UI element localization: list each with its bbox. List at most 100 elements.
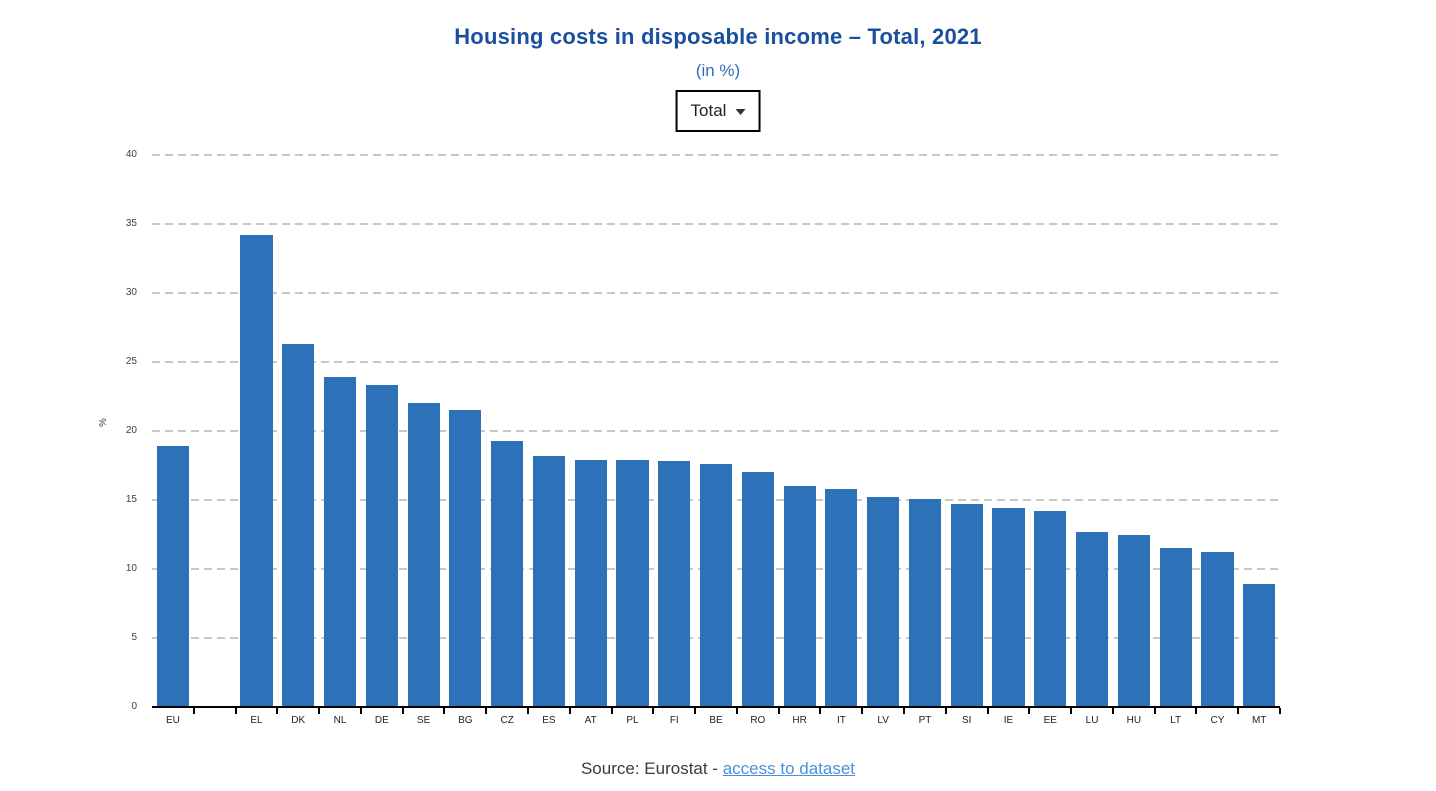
gridline-30 xyxy=(152,292,1280,294)
x-axis-tick xyxy=(485,708,488,714)
y-axis-label-35: 35 xyxy=(125,218,137,229)
bar-EE[interactable] xyxy=(1034,511,1067,707)
dataset-link[interactable]: access to dataset xyxy=(722,759,856,778)
x-axis-label-EU: EU xyxy=(165,715,180,726)
bar-slot-SE xyxy=(403,155,445,707)
page-title: Housing costs in disposable income – Tot… xyxy=(454,24,982,49)
bar-BE[interactable] xyxy=(699,464,733,707)
y-axis-label-40: 40 xyxy=(125,149,137,160)
bar-slot-IE xyxy=(988,155,1030,707)
total-dropdown[interactable]: Total xyxy=(675,90,761,132)
x-axis-label-SE: SE xyxy=(416,715,431,726)
y-axis-label-20: 20 xyxy=(125,425,137,436)
bar-SI[interactable] xyxy=(950,504,983,707)
bar-slot-PL xyxy=(612,155,654,707)
bar-IE[interactable] xyxy=(992,508,1025,707)
bar-DK[interactable] xyxy=(282,344,315,707)
x-axis-tick xyxy=(234,708,237,714)
x-axis-tick xyxy=(735,708,738,714)
bar-IT[interactable] xyxy=(825,488,858,707)
x-axis-label-EL: EL xyxy=(250,715,263,726)
x-axis-tick xyxy=(944,708,947,714)
y-axis-label-10: 10 xyxy=(125,563,137,574)
y-axis-label-0: 0 xyxy=(131,701,137,712)
bar-slot-DE xyxy=(361,155,403,707)
bar-LV[interactable] xyxy=(867,497,900,707)
bar-NL[interactable] xyxy=(323,377,357,707)
x-axis-label-gap xyxy=(194,715,236,726)
x-axis-label-SI: SI xyxy=(962,715,972,726)
x-axis-tick xyxy=(819,708,822,714)
x-axis-tick xyxy=(1195,708,1198,714)
bar-DE[interactable] xyxy=(365,385,398,707)
bar-slot-gap xyxy=(194,155,236,707)
bar-PT[interactable] xyxy=(908,498,942,707)
x-axis-tick xyxy=(694,708,697,714)
bar-FI[interactable] xyxy=(658,461,691,707)
bar-EL[interactable] xyxy=(240,235,273,707)
y-axis-label-15: 15 xyxy=(125,494,137,505)
bar-HU[interactable] xyxy=(1117,534,1150,707)
x-axis-tick xyxy=(1111,708,1114,714)
bar-slot-HU xyxy=(1113,155,1155,707)
bar-slot-BE xyxy=(695,155,737,707)
x-axis-label-EE: EE xyxy=(1043,715,1057,726)
bar-slot-LV xyxy=(862,155,904,707)
x-axis-tick xyxy=(318,708,321,714)
bar-slot-IT xyxy=(821,155,863,707)
x-axis-tick xyxy=(903,708,905,714)
x-axis-tick xyxy=(527,708,529,714)
bar-CY[interactable] xyxy=(1201,552,1234,707)
bar-BG[interactable] xyxy=(449,410,482,707)
x-axis-tick xyxy=(401,708,404,714)
source-text: Source: Eurostat - xyxy=(580,759,718,778)
plot-area xyxy=(152,154,1281,714)
bar-slot-NL xyxy=(319,155,361,707)
x-axis-label-MT: MT xyxy=(1251,715,1267,726)
bar-slot-ES xyxy=(528,155,570,707)
x-axis-tick xyxy=(610,708,613,714)
bar-slot-CZ xyxy=(486,155,528,707)
bar-slot-MT xyxy=(1238,155,1280,707)
x-axis-tick xyxy=(1153,708,1156,714)
bar-RO[interactable] xyxy=(741,472,774,707)
x-axis-labels: EU EL DK NL DE SE BG CZ ES AT PL FI BE RO HR IT LV PT SI IE… xyxy=(152,715,1280,726)
x-axis-line xyxy=(152,706,1280,708)
x-axis-tick xyxy=(276,708,279,714)
bar-HR[interactable] xyxy=(783,486,816,707)
bar-AT[interactable] xyxy=(574,459,607,707)
bar-SE[interactable] xyxy=(407,403,440,707)
bar-MT[interactable] xyxy=(1243,584,1276,707)
x-axis-label-DE: DE xyxy=(374,715,389,726)
bars-row xyxy=(152,155,1280,707)
x-axis-label-LV: LV xyxy=(877,715,889,726)
x-axis-tick xyxy=(1279,708,1281,714)
x-axis-tick xyxy=(192,708,195,714)
bar-PL[interactable] xyxy=(616,459,649,707)
bar-slot-SI xyxy=(946,155,988,707)
x-axis-label-RO: RO xyxy=(750,715,766,726)
dropdown-selected-label: Total xyxy=(690,101,727,120)
bar-LT[interactable] xyxy=(1159,548,1192,707)
x-axis-label-CY: CY xyxy=(1210,715,1225,726)
chart-subtitle: (in %) xyxy=(695,61,741,80)
y-axis-label-30: 30 xyxy=(125,287,137,298)
gridline-40 xyxy=(152,154,1280,156)
x-axis-label-HR: HR xyxy=(792,715,807,726)
x-axis-tick xyxy=(986,708,989,714)
bar-slot-PT xyxy=(904,155,946,707)
x-axis-label-LT: LT xyxy=(1170,715,1182,726)
gridline-35 xyxy=(152,223,1280,225)
x-axis-tick xyxy=(1070,708,1073,714)
bar-LU[interactable] xyxy=(1076,531,1109,707)
bar-slot-BG xyxy=(444,155,486,707)
x-axis-label-NL: NL xyxy=(333,715,347,726)
x-axis-label-IE: IE xyxy=(1003,715,1014,726)
y-axis-label-25: 25 xyxy=(125,356,137,367)
bar-EU[interactable] xyxy=(156,446,189,707)
bar-slot-LT xyxy=(1155,155,1197,707)
bar-CZ[interactable] xyxy=(491,440,524,707)
bar-ES[interactable] xyxy=(532,455,565,707)
x-axis-label-BE: BE xyxy=(709,715,723,726)
